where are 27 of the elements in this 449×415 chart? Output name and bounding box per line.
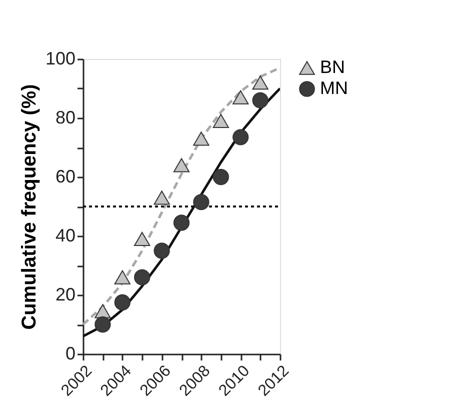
point (252, 76, 268, 90)
point (94, 316, 111, 333)
y-tick-label: 20 (55, 284, 76, 304)
y-tick-label: 0 (65, 344, 76, 364)
point (173, 158, 190, 172)
point (193, 132, 210, 146)
point (193, 194, 210, 210)
point (114, 294, 130, 310)
point (252, 92, 268, 108)
y-tick-label: 80 (55, 108, 76, 128)
point (212, 114, 229, 128)
point (232, 90, 249, 104)
y-tick-label: 40 (55, 226, 76, 246)
point (134, 232, 150, 246)
legend-label: MN (320, 78, 348, 98)
point (154, 190, 170, 205)
point (134, 269, 150, 286)
point (154, 242, 170, 259)
legend-label: BN (320, 57, 346, 77)
y-tick-label: 100 (45, 48, 76, 68)
point (173, 214, 190, 231)
point (114, 270, 130, 284)
point (232, 129, 249, 146)
y-axis-title: Cumulative frequency (%) (18, 84, 40, 330)
point (94, 304, 111, 318)
point (212, 168, 229, 186)
y-tick-label: 60 (55, 166, 76, 186)
